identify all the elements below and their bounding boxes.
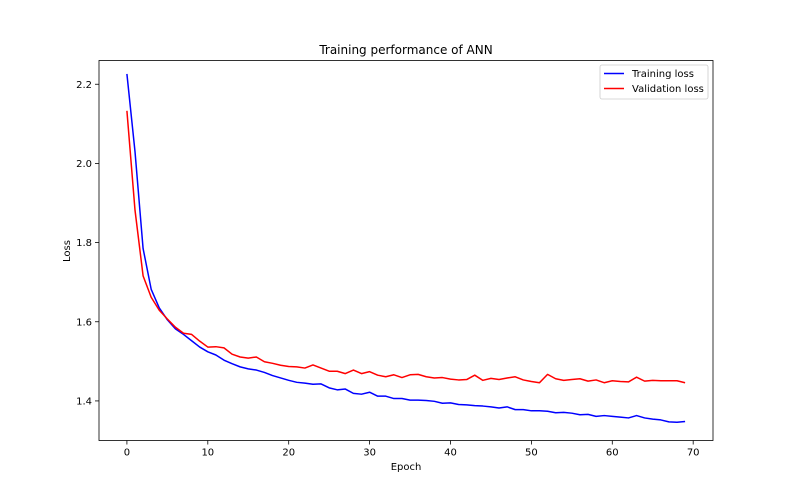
axes-frame — [98, 60, 714, 441]
y-axis: 1.4 1.6 1.8 2.0 2.2 — [76, 80, 99, 407]
x-tick-label: 40 — [444, 448, 457, 459]
legend-label-validation: Validation loss — [632, 84, 704, 95]
x-axis: 0 10 20 30 40 50 60 70 — [124, 440, 700, 459]
legend-label-training: Training loss — [631, 69, 694, 80]
validation-loss-line — [126, 110, 686, 384]
x-tick-label: 20 — [282, 448, 295, 459]
training-loss-line — [126, 73, 686, 424]
chart-title: Training performance of ANN — [318, 43, 492, 57]
y-tick-label: 1.6 — [76, 317, 92, 328]
plot-area — [126, 73, 686, 424]
y-tick-label: 2.2 — [76, 80, 92, 91]
x-tick-label: 60 — [606, 448, 619, 459]
x-axis-label: Epoch — [391, 462, 422, 473]
x-tick-label: 70 — [687, 448, 700, 459]
y-tick-label: 2.0 — [76, 159, 92, 170]
legend: Training loss Validation loss — [599, 64, 709, 100]
y-tick-label: 1.8 — [76, 238, 92, 249]
y-axis-label: Loss — [62, 240, 73, 262]
x-tick-label: 0 — [124, 448, 130, 459]
y-tick-label: 1.4 — [76, 396, 92, 407]
x-tick-label: 30 — [363, 448, 376, 459]
x-tick-label: 10 — [201, 448, 214, 459]
x-tick-label: 50 — [525, 448, 538, 459]
legend-box — [599, 64, 709, 100]
